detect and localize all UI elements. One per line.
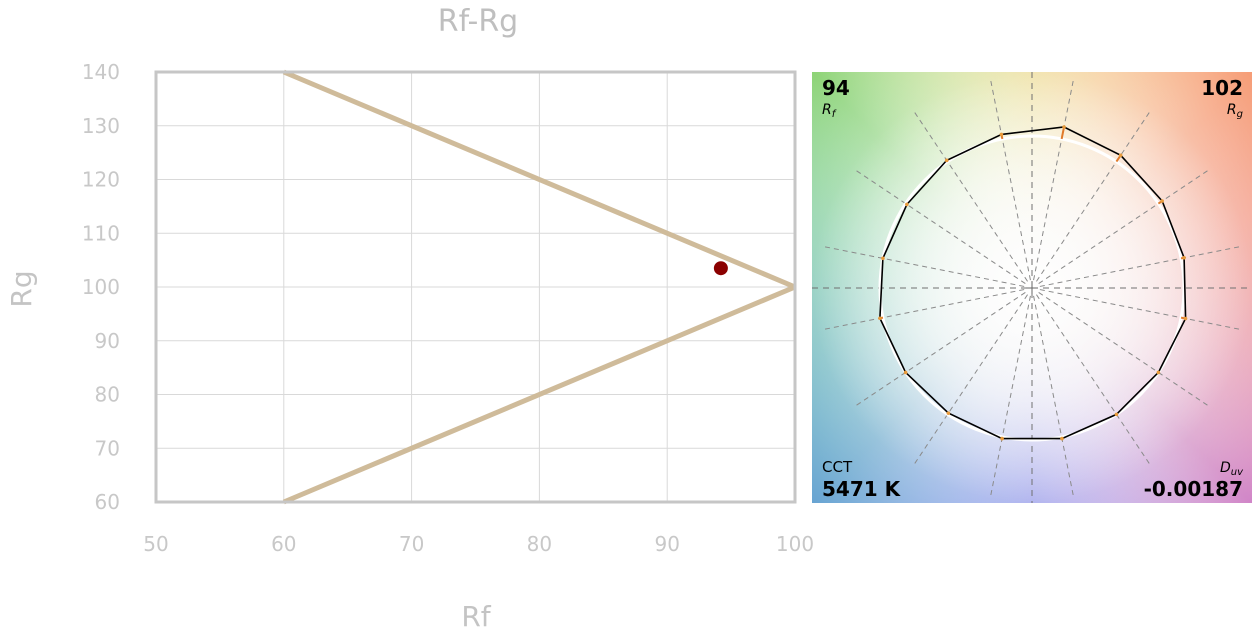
duv-value: -0.00187 <box>1144 477 1243 501</box>
x-tick-label: 90 <box>654 532 679 556</box>
hue-bin-spoke <box>1033 295 1075 499</box>
y-tick-label: 70 <box>95 436 120 460</box>
hue-bin-spoke <box>912 294 1028 468</box>
x-axis-label: Rf <box>461 600 491 630</box>
duv-label: Duv <box>1220 460 1244 478</box>
x-tick-label: 70 <box>399 532 424 556</box>
y-tick-label: 60 <box>95 490 120 514</box>
boundary-line <box>282 69 796 290</box>
hue-vector-point <box>1183 316 1188 321</box>
x-tick-label: 100 <box>776 532 814 556</box>
rg-value: 102 <box>1201 76 1243 100</box>
y-tick-label: 140 <box>82 60 120 84</box>
hue-vector-point <box>946 411 951 415</box>
x-tick-label: 80 <box>527 532 552 556</box>
x-tick-label: 50 <box>143 532 168 556</box>
hue-vector <box>1060 126 1066 140</box>
cct-value: 5471 K <box>822 477 902 501</box>
hue-bin-spoke <box>1036 294 1152 468</box>
chart-title: Rf-Rg <box>438 4 518 39</box>
hue-bin-spoke <box>1039 289 1243 331</box>
hue-vector-point <box>1062 125 1066 129</box>
hue-bin-spoke <box>821 289 1025 331</box>
data-point <box>713 261 728 276</box>
cvg-vectors <box>812 72 1252 503</box>
hue-vector-point <box>1160 199 1164 203</box>
hue-bin-spoke <box>821 245 1025 287</box>
gridlines <box>155 71 796 503</box>
hue-vector-point <box>905 202 909 207</box>
hue-vector-point <box>903 370 908 375</box>
y-tick-label: 100 <box>82 275 120 299</box>
hue-vector-point <box>878 316 882 321</box>
hue-bin-spoke <box>912 108 1028 282</box>
y-axis-label: Rg <box>5 270 38 307</box>
y-tick-label: 90 <box>95 329 120 353</box>
y-axis-ticks: 140 130 120 110 100 90 80 70 60 <box>82 60 120 514</box>
hue-vector-point <box>1000 436 1004 441</box>
hue-bin-spoke <box>1036 108 1152 282</box>
hue-bin-spoke <box>1038 292 1212 408</box>
y-tick-label: 120 <box>82 168 120 192</box>
boundary-lines <box>282 69 796 505</box>
hue-vector-point <box>1118 153 1123 158</box>
y-tick-label: 110 <box>82 221 120 245</box>
hue-bin-spoke <box>1039 245 1243 287</box>
hue-bin-spoke <box>989 77 1031 281</box>
hue-bin-spoke <box>852 168 1026 284</box>
plot-frame <box>154 70 797 504</box>
hue-bin-spoke <box>852 292 1026 408</box>
rf-label: Rf <box>822 102 837 120</box>
x-axis-ticks: 50 60 70 80 90 100 <box>143 532 814 556</box>
hue-vector-point <box>1114 412 1119 417</box>
hue-vector-point <box>1156 370 1161 375</box>
y-tick-label: 130 <box>82 114 120 138</box>
hue-vector-point <box>944 158 949 163</box>
rf-value: 94 <box>822 76 850 100</box>
cct-label: CCT <box>822 458 853 476</box>
color-vector-graphic: 94 Rf 102 Rg CCT 5471 K Duv -0.00187 <box>812 72 1252 503</box>
hue-vector-point <box>999 132 1004 137</box>
data-points <box>713 261 728 276</box>
hue-bin-spoke <box>989 295 1031 499</box>
boundary-line <box>282 284 796 505</box>
hue-bin-spoke <box>1033 77 1075 281</box>
rg-label: Rg <box>1227 102 1243 120</box>
hue-vector-point <box>1182 255 1186 260</box>
hue-vector-point <box>881 256 885 261</box>
x-tick-label: 60 <box>271 532 296 556</box>
y-tick-label: 80 <box>95 383 120 407</box>
hue-bin-spoke <box>1038 168 1212 284</box>
reference-circle <box>878 134 1186 442</box>
hue-vector-point <box>1060 436 1064 441</box>
